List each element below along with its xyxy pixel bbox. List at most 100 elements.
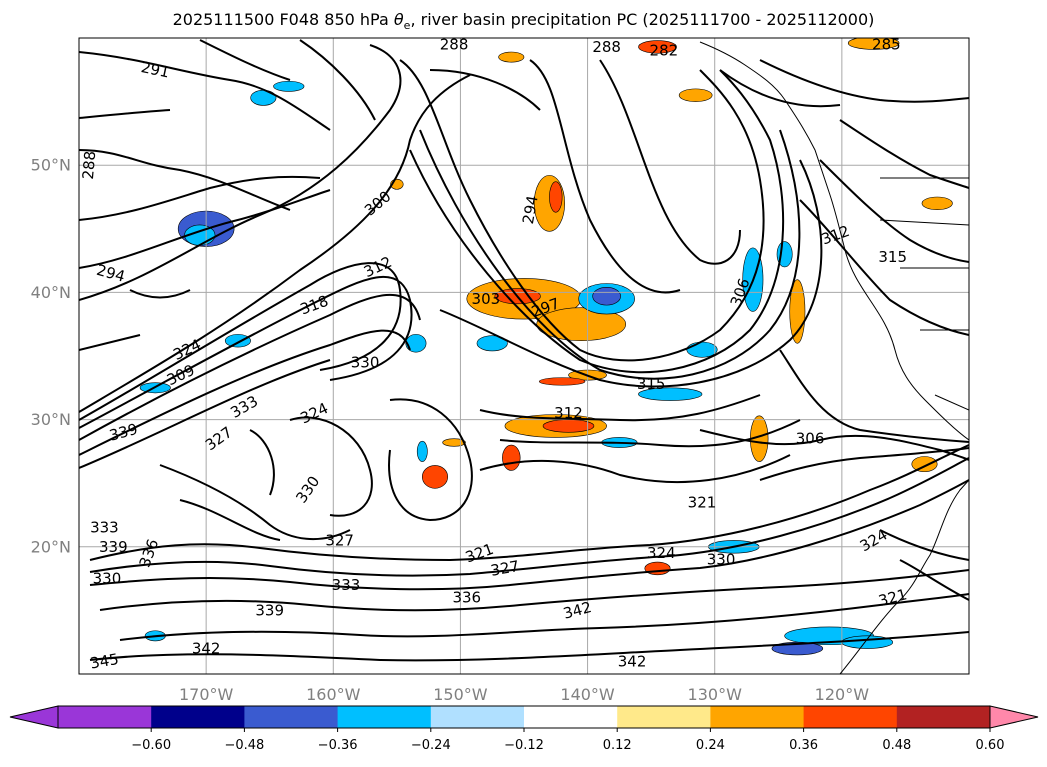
precip-anomaly-blob — [678, 88, 713, 102]
contour-label: 288 — [79, 150, 99, 180]
colorbar-tick-label: −0.60 — [131, 738, 171, 753]
contour-label: 342 — [192, 640, 221, 658]
contour-label: 315 — [878, 248, 907, 266]
contour-label: 282 — [650, 42, 679, 60]
latitude-tick-label: 20°N — [31, 537, 71, 556]
latitude-tick-label: 50°N — [31, 156, 71, 175]
contour-label: 339 — [255, 601, 284, 619]
colorbar-segment — [244, 706, 339, 728]
contour-line — [99, 569, 969, 612]
latitude-tick-label: 40°N — [31, 283, 71, 302]
contour-line — [159, 464, 351, 541]
colorbar-segment — [896, 706, 991, 728]
contour-line — [479, 394, 761, 422]
colorbar-tick-label: −0.36 — [318, 738, 358, 753]
longitude-tick-label: 140°W — [560, 685, 615, 704]
precip-anomaly-blob — [498, 51, 525, 63]
contour-line — [79, 74, 471, 413]
contour-label: 288 — [440, 35, 469, 53]
contour-label: 345 — [89, 650, 120, 673]
contour-label: 315 — [637, 375, 666, 393]
colorbar-tick-label: 0.36 — [789, 738, 818, 753]
contour-line — [819, 159, 969, 263]
precip-anomaly-blob — [502, 444, 521, 471]
precip-anomaly-blob — [224, 334, 251, 348]
colorbar-high-extend — [989, 705, 1039, 729]
colorbar-segment — [524, 706, 618, 728]
longitude-tick-label: 130°W — [688, 685, 743, 704]
colorbar-tick-label: 0.60 — [976, 738, 1005, 753]
contour-line — [289, 416, 373, 517]
colorbar-segment — [803, 706, 898, 728]
contour-line — [79, 189, 331, 269]
contour-label: 291 — [139, 58, 171, 82]
colorbar-tick-label: −0.48 — [224, 738, 264, 753]
colorbar-tick-label: 0.24 — [696, 738, 725, 753]
contour-line — [79, 51, 331, 131]
precip-anomaly-blob — [847, 38, 900, 50]
contour-line — [899, 559, 969, 601]
colorbar-segment — [617, 706, 711, 728]
title-theta: θ — [393, 10, 404, 29]
contour-label: 324 — [647, 544, 676, 562]
contour-line — [79, 294, 421, 441]
contour-line — [89, 631, 969, 662]
contour-label: 333 — [332, 576, 361, 594]
title-prefix: 2025111500 F048 850 hPa — [172, 10, 394, 29]
contour-line — [529, 59, 681, 294]
contour-label: 327 — [325, 531, 354, 549]
contour-label: 312 — [554, 404, 583, 422]
lat-lon-grid — [79, 38, 969, 674]
colorbar-tick-label: 0.48 — [882, 738, 911, 753]
colorbar-tick-label: −0.24 — [411, 738, 451, 753]
contour-line — [879, 529, 969, 561]
title-theta-subscript: e — [403, 19, 411, 33]
precip-anomaly-blob — [273, 80, 305, 92]
precip-anomaly-blob — [442, 438, 466, 447]
contour-label: 342 — [618, 652, 647, 670]
longitude-tick-label: 150°W — [433, 685, 488, 704]
contour-line — [499, 419, 801, 448]
map-title: 2025111500 F048 850 hPa θe, river basin … — [0, 10, 1047, 32]
contour-line — [179, 499, 281, 541]
contour-label: 336 — [452, 589, 481, 607]
contour-label: 330 — [351, 353, 380, 371]
precip-anomaly-blob — [405, 334, 427, 353]
contour-line — [79, 359, 331, 469]
contour-line — [199, 39, 291, 81]
contour-line — [79, 334, 141, 351]
contour-label: 330 — [93, 570, 122, 588]
precip-anomaly-blob — [592, 287, 621, 306]
contour-label: 288 — [592, 38, 621, 56]
colorbar-segment — [58, 706, 152, 728]
contour-label: 333 — [90, 519, 119, 537]
contour-line — [719, 69, 841, 108]
contour-line — [79, 275, 413, 429]
precip-anomaly-blob — [476, 335, 508, 352]
coastline — [699, 38, 969, 674]
west-coast-outline — [699, 41, 969, 441]
contour-line — [249, 429, 275, 496]
contour-label: 303 — [472, 290, 501, 308]
north-america-coastline — [839, 38, 969, 674]
contour-label: 327 — [489, 557, 520, 580]
longitude-tick-label: 170°W — [179, 685, 234, 704]
colorbar-low-extend — [9, 705, 59, 729]
precip-anomaly-blob — [416, 440, 428, 462]
colorbar-segment — [710, 706, 805, 728]
precip-anomaly-blob — [638, 387, 703, 401]
contour-line — [599, 59, 741, 265]
colorbar-tick-label: −0.12 — [504, 738, 544, 753]
contour-line — [399, 59, 765, 362]
contour-label: 285 — [872, 35, 901, 53]
title-suffix: , river basin precipitation PC (20251117… — [410, 10, 875, 29]
axis-labels: 50°N 40°N 30°N 20°N 170°W 160°W 150°W 140°W 130°… — [31, 156, 870, 704]
contour-line — [79, 149, 291, 211]
contour-line — [79, 44, 402, 301]
contour-line — [439, 159, 823, 388]
colorbar-tick-label: 0.12 — [603, 738, 632, 753]
contour-line — [299, 39, 376, 121]
contour-line — [479, 454, 791, 483]
longitude-tick-label: 160°W — [306, 685, 361, 704]
